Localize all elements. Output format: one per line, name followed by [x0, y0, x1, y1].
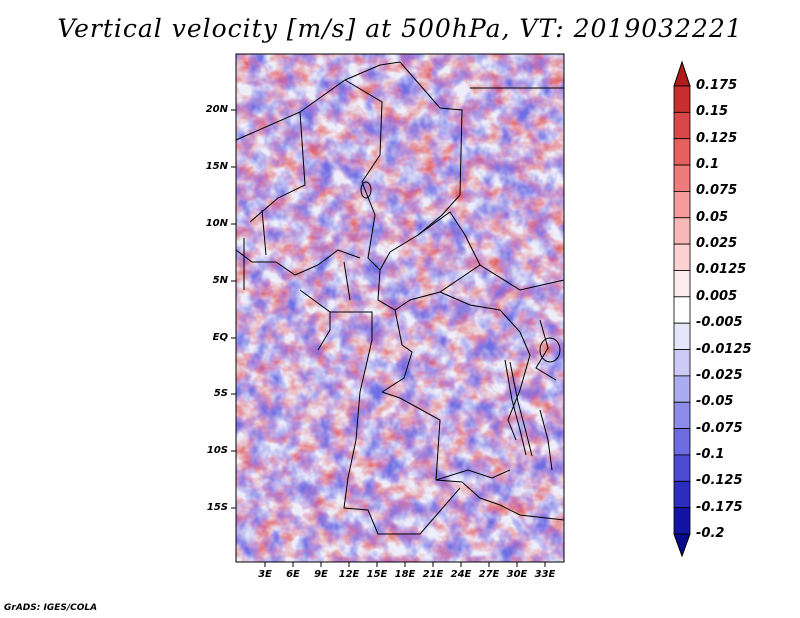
colorbar-label: -0.025: [696, 367, 743, 383]
colorbar-swatch: [673, 375, 691, 403]
colorbar-swatch: [673, 164, 691, 192]
colorbar-swatch: [673, 322, 691, 350]
colorbar-swatch: [673, 401, 691, 429]
colorbar-top-triangle: [673, 60, 691, 87]
lat-label-10s: 10S: [206, 445, 228, 456]
lat-label-eq: EQ: [212, 332, 228, 343]
map-frame: [235, 53, 565, 563]
colorbar-label: 0.175: [696, 78, 738, 93]
country-borders: [235, 61, 565, 535]
colorbar-label: 0.005: [696, 288, 738, 304]
lat-label-10n: 10N: [205, 218, 228, 229]
plot-title: Vertical velocity [m/s] at 500hPa, VT: 2…: [57, 14, 743, 43]
colorbar-label: -0.2: [696, 526, 725, 541]
colorbar-label: 0.125: [696, 130, 738, 146]
lon-label-24e: 24E: [450, 569, 472, 580]
colorbar-swatch: [673, 270, 691, 298]
colorbar: [673, 60, 691, 558]
colorbar-label: 0.0125: [696, 262, 747, 278]
lon-label-6e: 6E: [286, 569, 300, 580]
colorbar-swatch: [673, 454, 691, 482]
lat-label-15n: 15N: [205, 161, 228, 172]
colorbar-swatch: [673, 480, 691, 509]
vertical-velocity-field: [236, 54, 564, 562]
colorbar-swatch: [673, 191, 691, 219]
colorbar-label: -0.005: [696, 315, 743, 331]
colorbar-bottom-triangle: [673, 533, 691, 558]
colorbar-swatch: [673, 111, 691, 140]
lat-label-5s: 5S: [213, 388, 228, 399]
colorbar-label: -0.075: [696, 420, 743, 436]
colorbar-label: 0.075: [696, 183, 738, 199]
colorbar-label: 0.05: [696, 209, 729, 225]
lon-label-27e: 27E: [478, 569, 500, 580]
lon-label-21e: 21E: [422, 569, 444, 580]
colorbar-swatch: [673, 349, 691, 377]
colorbar-label: 0.1: [696, 157, 720, 173]
colorbar-label: 0.025: [696, 236, 738, 252]
lon-label-9e: 9E: [314, 569, 328, 580]
colorbar-swatch: [673, 217, 691, 245]
lat-label-15s: 15S: [206, 502, 228, 513]
colorbar-swatch: [673, 85, 691, 113]
lon-label-15e: 15E: [366, 569, 388, 580]
lon-label-12e: 12E: [338, 569, 360, 580]
colorbar-swatch: [673, 243, 691, 271]
lon-label-18e: 18E: [394, 569, 416, 580]
lon-label-30e: 30E: [506, 569, 528, 580]
colorbar-swatch: [673, 138, 691, 166]
lon-label-33e: 33E: [534, 569, 556, 580]
colorbar-swatch: [673, 428, 691, 456]
lakes: [360, 181, 561, 471]
colorbar-label: -0.175: [696, 499, 743, 515]
colorbar-label: -0.125: [696, 473, 743, 489]
colorbar-label: -0.0125: [696, 341, 752, 357]
colorbar-label: -0.1: [696, 446, 725, 462]
grads-credit: GrADS: IGES/COLA: [4, 603, 98, 613]
lon-label-3e: 3E: [258, 569, 272, 580]
colorbar-label: -0.05: [696, 394, 734, 410]
lat-label-5n: 5N: [212, 275, 228, 286]
colorbar-swatch: [673, 507, 691, 535]
colorbar-swatch: [673, 296, 691, 324]
lat-label-20n: 20N: [205, 104, 228, 115]
axis-ticks: [231, 109, 546, 567]
colorbar-label: 0.15: [696, 104, 729, 120]
